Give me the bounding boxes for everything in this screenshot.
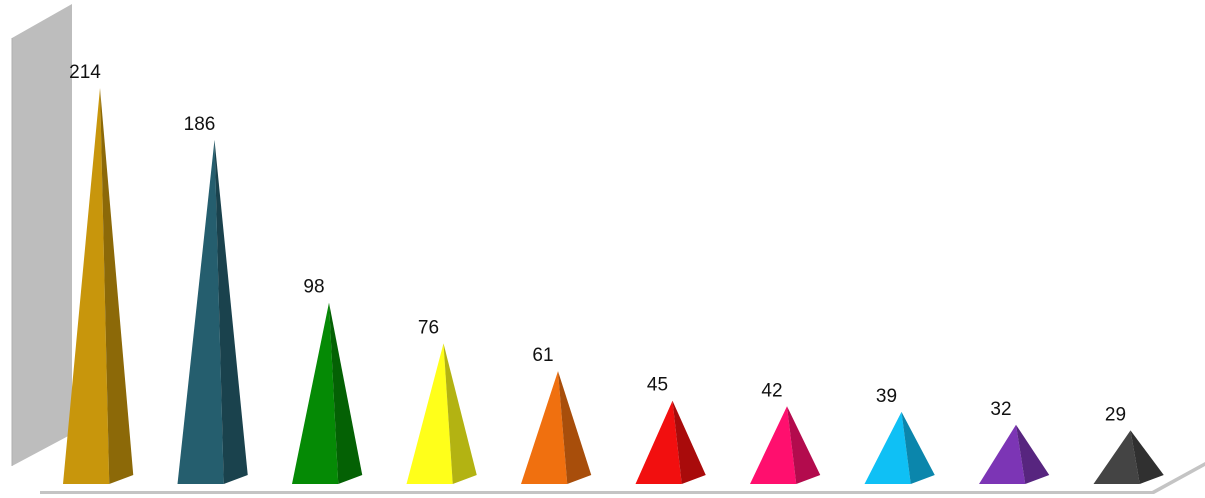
data-label-3: 98 bbox=[303, 277, 324, 298]
data-label-1: 214 bbox=[69, 62, 101, 83]
data-label-10: 29 bbox=[1105, 404, 1126, 425]
data-label-9: 32 bbox=[990, 399, 1011, 420]
pyramid-bar-5 bbox=[521, 371, 592, 484]
pyramid-side-face bbox=[787, 406, 821, 484]
pyramid-bar-7 bbox=[750, 406, 821, 484]
data-labels: 214 186 98 76 61 45 42 39 32 29 bbox=[69, 62, 1126, 425]
pyramid-side-face bbox=[558, 371, 592, 484]
pyramid-bar-8 bbox=[864, 411, 935, 484]
data-label-5: 61 bbox=[532, 345, 553, 366]
pyramid-front-face bbox=[864, 411, 911, 484]
chart-back-wall bbox=[12, 4, 72, 466]
pyramid-bar-6 bbox=[635, 400, 706, 484]
data-label-2: 186 bbox=[184, 114, 216, 135]
pyramid-bar-4 bbox=[406, 343, 477, 484]
pyramid-side-face bbox=[672, 400, 706, 484]
pyramid-side-face bbox=[100, 88, 134, 484]
pyramid-bar-2 bbox=[177, 139, 248, 484]
pyramid-front-face bbox=[292, 302, 339, 484]
pyramid-front-face bbox=[406, 343, 453, 484]
pyramid-side-face bbox=[1016, 424, 1050, 484]
pyramid-front-face bbox=[177, 139, 224, 484]
pyramid-side-face bbox=[329, 302, 363, 484]
pyramid-side-face bbox=[443, 343, 477, 484]
pyramid-bar-3 bbox=[292, 302, 363, 484]
pyramid-front-face bbox=[635, 400, 682, 484]
data-label-6: 45 bbox=[647, 375, 668, 396]
pyramid-bar-10 bbox=[1093, 430, 1164, 484]
pyramid-front-face bbox=[521, 371, 568, 484]
pyramid-bar-9 bbox=[979, 424, 1050, 484]
data-label-8: 39 bbox=[876, 386, 897, 407]
pyramid-front-face bbox=[750, 406, 797, 484]
pyramid-bar-1 bbox=[63, 88, 134, 484]
pyramid-series bbox=[63, 88, 1164, 484]
pyramid-side-face bbox=[1130, 430, 1164, 484]
data-label-4: 76 bbox=[418, 317, 439, 338]
pyramid-front-face bbox=[1093, 430, 1140, 484]
pyramid-front-face bbox=[63, 88, 110, 484]
pyramid-side-face bbox=[901, 411, 935, 484]
pyramid-front-face bbox=[979, 424, 1026, 484]
pyramid-side-face bbox=[214, 139, 248, 484]
data-label-7: 42 bbox=[761, 380, 782, 401]
